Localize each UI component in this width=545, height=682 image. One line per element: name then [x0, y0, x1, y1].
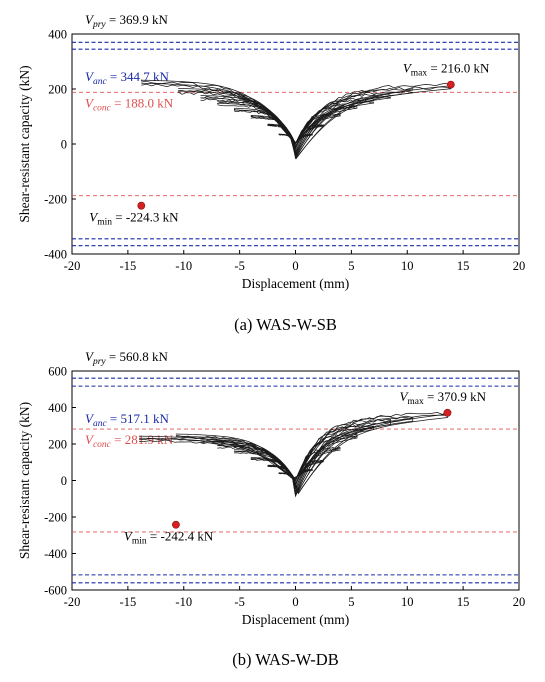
peak-marker-min [172, 520, 180, 529]
hysteresis-loop [141, 82, 452, 159]
reference-label-conc: Vconc = 188.0 kN [85, 95, 174, 113]
chart-panel-a: -20 -15 -10 -5 0 5 10 15 20 400 200 0 -200 -400 Displa… [17, 12, 525, 334]
reference-label-pry: Vpry = 560.8 kN [85, 349, 168, 367]
x-tick-label: 10 [401, 595, 414, 609]
hysteresis-loop [175, 418, 414, 493]
x-tick-label: -5 [234, 259, 244, 273]
x-axis-label: Displacement (mm) [242, 276, 350, 291]
hysteresis-curves [138, 411, 448, 498]
x-tick-label: -5 [234, 595, 244, 609]
y-tick-label: 400 [48, 28, 67, 42]
y-axis-label: Shear-resistant capacity (kN) [17, 65, 32, 222]
x-tick-label: -10 [175, 259, 192, 273]
hysteresis-curves [141, 79, 453, 160]
reference-label-pry: Vpry = 369.9 kN [85, 12, 168, 30]
y-tick-label: -200 [44, 193, 67, 207]
x-tick-label: 20 [513, 259, 526, 273]
y-tick-label: 600 [48, 365, 67, 379]
x-tick-label: 5 [348, 259, 354, 273]
x-tick-label: -10 [175, 595, 192, 609]
figure-caption: (b) WAS-W-DB [232, 650, 338, 669]
x-axis-label: Displacement (mm) [242, 612, 350, 627]
x-tick-label: 5 [348, 595, 354, 609]
peak-marker-max [443, 408, 452, 417]
y-tick-label: 400 [48, 401, 67, 415]
x-tick-label: 0 [292, 259, 298, 273]
x-tick-label: -15 [120, 595, 137, 609]
chart-panel-b: -20 -15 -10 -5 0 5 10 15 20 600 400 200 0 -200 -400 -60… [17, 349, 525, 669]
y-tick-label: -600 [44, 584, 67, 598]
peak-marker-min [137, 201, 146, 210]
reference-label-anc: Vanc = 517.1 kN [85, 411, 170, 429]
peak-label-max: Vmax = 370.9 kN [399, 389, 486, 407]
x-tick-label: -20 [64, 259, 81, 273]
x-tick-label: 0 [292, 595, 298, 609]
x-tick-label: -20 [64, 595, 81, 609]
y-tick-label: -200 [44, 511, 67, 525]
peak-label-min: Vmin = -224.3 kN [89, 210, 179, 228]
y-tick-label: -400 [44, 547, 67, 561]
peak-label-max: Vmax = 216.0 kN [403, 61, 490, 79]
x-tick-label: 15 [457, 595, 470, 609]
y-tick-label: 200 [48, 83, 67, 97]
y-tick-label: 200 [48, 438, 67, 452]
figure-caption: (a) WAS-W-SB [234, 315, 337, 334]
y-tick-label: 0 [61, 138, 67, 152]
x-tick-label: 10 [401, 259, 414, 273]
reference-label-anc: Vanc = 344.7 kN [85, 69, 170, 87]
x-tick-label: 15 [457, 259, 470, 273]
peak-marker-max [446, 80, 455, 89]
y-tick-label: 0 [61, 474, 67, 488]
peak-label-min: Vmin = -242.4 kN [124, 529, 214, 547]
x-tick-label: -15 [120, 259, 137, 273]
y-axis-label: Shear-resistant capacity (kN) [17, 402, 32, 559]
y-tick-label: -400 [44, 248, 67, 262]
x-tick-label: 20 [513, 595, 526, 609]
